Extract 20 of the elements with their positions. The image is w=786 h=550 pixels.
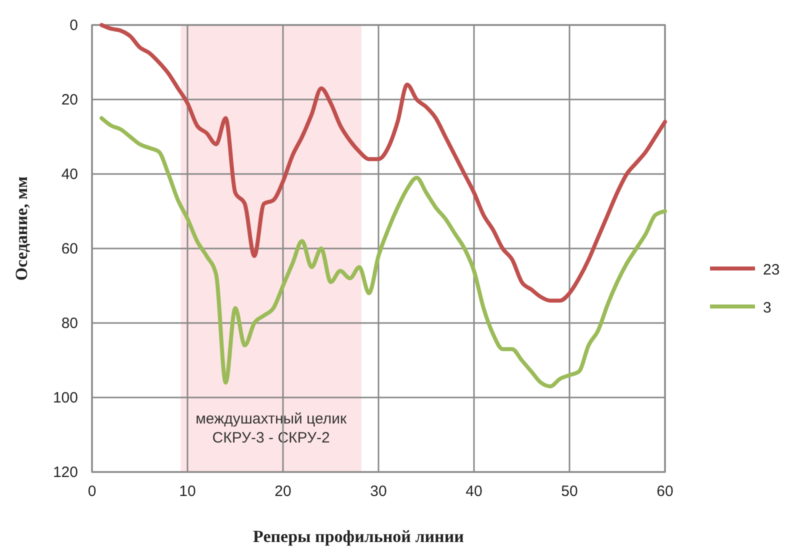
- x-tick-label: 20: [274, 483, 292, 500]
- x-tick-label: 40: [466, 483, 482, 500]
- y-tick-label: 40: [61, 166, 78, 183]
- legend-label: 23: [763, 262, 780, 278]
- y-tick-label: 0: [70, 17, 78, 34]
- line-series: [100, 23, 667, 303]
- line-series: [100, 116, 667, 388]
- x-axis-title: Реперы профильной линии: [253, 527, 464, 546]
- x-tick-label: 50: [561, 483, 578, 500]
- y-tick-label: 60: [61, 240, 78, 258]
- x-tick-label: 0: [88, 483, 96, 500]
- y-tick-label: 100: [52, 390, 78, 406]
- y-tick-label: 120: [52, 464, 78, 481]
- x-tick-label: 30: [370, 483, 387, 500]
- legend-label: 3: [763, 300, 772, 316]
- x-tick-label: 10: [179, 483, 196, 500]
- y-axis-title: Оседание, мм: [12, 176, 31, 281]
- y-tick-label: 80: [61, 315, 78, 332]
- x-tick-label: 60: [656, 483, 674, 500]
- y-tick-label: 20: [61, 92, 78, 108]
